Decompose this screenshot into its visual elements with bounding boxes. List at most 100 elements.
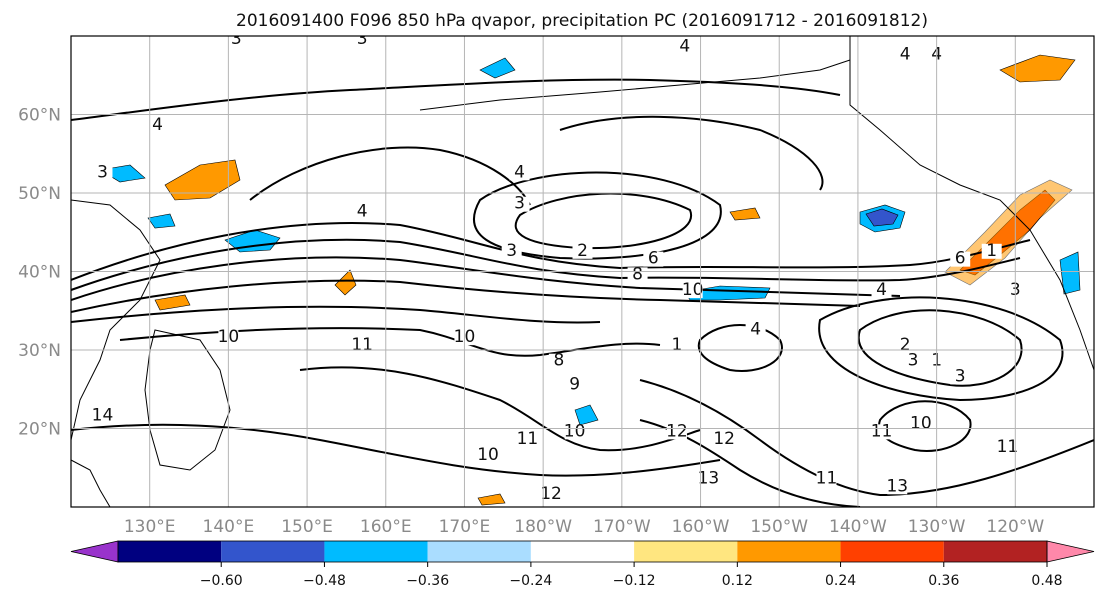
- colorbar-segment: [634, 541, 738, 562]
- contour-label-bg: [564, 377, 585, 393]
- lat-tick-label: 60°N: [18, 106, 61, 126]
- contour-label: 12: [540, 484, 562, 504]
- contour-label: 2: [577, 241, 588, 261]
- colorbar-outline: [117, 540, 1048, 563]
- gridlines: [71, 36, 1094, 507]
- qvapor-contour: [71, 78, 841, 121]
- contour-label: 9: [569, 374, 580, 394]
- precip-anomaly-patch: [999, 54, 1076, 83]
- contour-label-bg: [541, 487, 562, 503]
- contour-label-bg: [226, 36, 247, 47]
- lon-tick-label: 150°E: [281, 517, 333, 537]
- precip-anomaly-patch: [164, 159, 241, 201]
- precip-anomaly-patch: [479, 57, 516, 79]
- contour-label: 4: [679, 37, 690, 57]
- contour-label: 4: [900, 45, 911, 65]
- colorbar-tick-label: −0.60: [200, 573, 243, 589]
- contour-label: 2: [900, 335, 911, 355]
- colorbar-tick-label: −0.36: [406, 573, 449, 589]
- colorbar-segment: [943, 541, 1047, 562]
- qvapor-contour: [71, 256, 901, 301]
- contour-label: 4: [152, 115, 163, 135]
- precip-anomaly-patch: [154, 294, 191, 311]
- coastline: [419, 59, 851, 111]
- lat-tick-label: 30°N: [18, 341, 61, 361]
- qvapor-contour: [697, 324, 783, 372]
- contour-label: 6: [955, 249, 966, 269]
- colorbar-tick-label: 0.12: [722, 573, 753, 589]
- contour-label: 8: [553, 351, 564, 371]
- qvapor-contour: [857, 309, 1023, 387]
- contour-label: 3: [97, 162, 108, 182]
- contour-label: 10: [910, 414, 932, 434]
- precip-anomaly-patch: [1059, 251, 1081, 295]
- contour-label-bg: [501, 243, 522, 259]
- colorbar-segment: [530, 541, 635, 562]
- contour-label-bg: [478, 447, 499, 463]
- colorbar-segment: [221, 541, 325, 562]
- contour-label: 13: [886, 476, 908, 496]
- qvapor-contour-layer: [71, 78, 1094, 507]
- colorbar-tick-label: 0.48: [1031, 573, 1062, 589]
- lon-tick-label: 130°E: [124, 517, 176, 537]
- contour-label-bg: [887, 479, 908, 495]
- lon-tick-label: 180°W: [514, 517, 572, 537]
- colorbar-tick-label: −0.12: [613, 573, 656, 589]
- qvapor-contour: [299, 366, 701, 452]
- contour-label: 13: [698, 468, 720, 488]
- lon-tick-label: 140°E: [203, 517, 255, 537]
- colorbar-segment: [118, 541, 222, 562]
- lon-tick-label: 130°W: [908, 517, 966, 537]
- lon-tick-label: 140°W: [829, 517, 887, 537]
- lat-tick-label: 20°N: [18, 420, 61, 440]
- colorbar-extend-max: [1046, 540, 1095, 563]
- contour-label-bg: [674, 39, 695, 55]
- contour-label-bg: [950, 251, 971, 267]
- contour-label: 3: [506, 241, 517, 261]
- contour-label: 10: [564, 421, 586, 441]
- lat-tick-label: 50°N: [18, 184, 61, 204]
- contour-label: 3: [908, 351, 919, 371]
- contour-label-bg: [509, 165, 530, 181]
- precip-anomaly-patch: [477, 493, 506, 506]
- contour-label-bg: [682, 283, 703, 299]
- contour-label-bg: [352, 338, 373, 353]
- contour-label: 4: [357, 202, 368, 222]
- qvapor-contour: [514, 192, 693, 250]
- contour-label-bg: [698, 471, 719, 487]
- map-frame: [70, 35, 1095, 508]
- contour-label-bg: [903, 353, 924, 369]
- colorbar-segment: [427, 541, 531, 562]
- qvapor-contour: [878, 400, 972, 452]
- contour-label: 3: [955, 366, 966, 386]
- contour-label-bg: [666, 338, 687, 353]
- qvapor-contour: [559, 115, 824, 191]
- colorbar-tick-label: −0.24: [509, 573, 552, 589]
- contour-label-bg: [352, 36, 373, 47]
- contour-label: 3: [357, 29, 368, 49]
- colorbar-tick-label: 0.36: [928, 573, 959, 589]
- qvapor-contour: [249, 146, 531, 206]
- contour-label-bg: [643, 251, 664, 267]
- lat-tick-labels: 60°N 50°N 40°N 30°N 20°N: [18, 106, 61, 440]
- contour-label-bg: [572, 243, 593, 259]
- colorbar-segment: [840, 541, 944, 562]
- lon-tick-label: 160°E: [360, 517, 412, 537]
- contour-label-bg: [910, 416, 931, 432]
- contour-label-bg: [548, 353, 569, 369]
- contour-label-bg: [745, 322, 766, 338]
- colorbar-extend-min: [70, 540, 119, 563]
- lon-tick-label: 120°W: [986, 517, 1044, 537]
- colorbar-tick-label: 0.24: [825, 573, 856, 589]
- contour-label: 10: [477, 445, 499, 465]
- contour-label-bg: [517, 432, 538, 448]
- contour-label-bg: [147, 118, 168, 134]
- contour-label: 11: [997, 437, 1019, 457]
- precip-anomaly-patch: [865, 208, 899, 227]
- contour-label-bg: [92, 408, 113, 424]
- colorbar-tick-label: −0.48: [303, 573, 346, 589]
- qvapor-contour: [71, 222, 1031, 281]
- contour-label: 12: [713, 429, 735, 449]
